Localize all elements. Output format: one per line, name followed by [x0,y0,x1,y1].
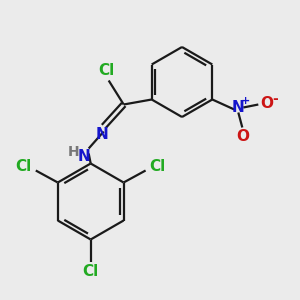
Text: +: + [241,97,250,106]
Text: H: H [68,146,80,160]
Text: -: - [272,92,278,106]
Text: N: N [232,100,245,115]
Text: O: O [260,96,273,111]
Text: Cl: Cl [82,264,99,279]
Text: N: N [77,149,90,164]
Text: Cl: Cl [149,159,166,174]
Text: N: N [95,127,108,142]
Text: O: O [236,129,249,144]
Text: Cl: Cl [16,159,32,174]
Text: Cl: Cl [99,63,115,78]
